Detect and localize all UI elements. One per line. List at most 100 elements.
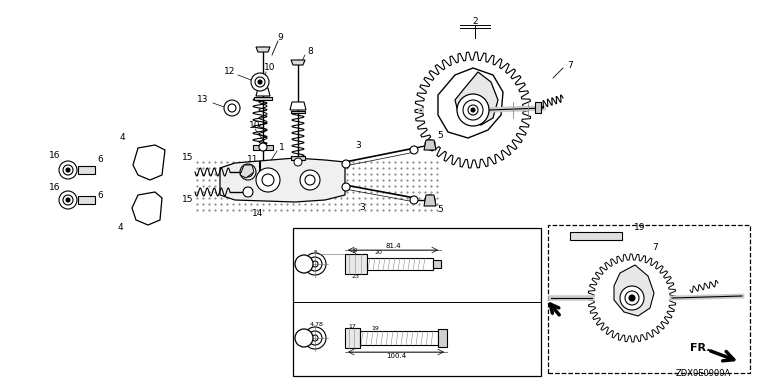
Polygon shape bbox=[433, 260, 441, 268]
Circle shape bbox=[228, 104, 236, 112]
Circle shape bbox=[312, 261, 318, 267]
Text: 16: 16 bbox=[49, 184, 61, 192]
Text: 15: 15 bbox=[182, 195, 194, 205]
Circle shape bbox=[59, 161, 77, 179]
Text: 15: 15 bbox=[182, 154, 194, 162]
Text: 19: 19 bbox=[371, 326, 379, 331]
Polygon shape bbox=[438, 329, 447, 347]
Polygon shape bbox=[78, 166, 95, 174]
Polygon shape bbox=[220, 158, 345, 202]
Polygon shape bbox=[360, 331, 438, 345]
Circle shape bbox=[629, 295, 635, 301]
Polygon shape bbox=[253, 145, 273, 150]
Circle shape bbox=[471, 108, 475, 112]
Text: 4: 4 bbox=[118, 223, 123, 232]
Text: 18: 18 bbox=[299, 333, 310, 343]
Text: 17: 17 bbox=[299, 260, 310, 268]
Polygon shape bbox=[345, 328, 360, 348]
Polygon shape bbox=[424, 195, 436, 206]
Bar bbox=[548, 225, 750, 373]
Text: 6: 6 bbox=[97, 190, 103, 200]
Circle shape bbox=[425, 195, 435, 205]
Polygon shape bbox=[254, 97, 272, 100]
Circle shape bbox=[620, 286, 644, 310]
Text: 3: 3 bbox=[355, 141, 361, 149]
Circle shape bbox=[425, 140, 435, 150]
Text: 81.4: 81.4 bbox=[386, 243, 401, 249]
Circle shape bbox=[625, 291, 639, 305]
Circle shape bbox=[342, 160, 350, 168]
Polygon shape bbox=[291, 60, 305, 65]
Text: 14: 14 bbox=[253, 210, 263, 218]
Polygon shape bbox=[132, 192, 162, 225]
Circle shape bbox=[295, 255, 313, 273]
Text: 4.78: 4.78 bbox=[310, 323, 324, 328]
Polygon shape bbox=[256, 88, 270, 96]
Circle shape bbox=[251, 73, 269, 91]
Text: M8: M8 bbox=[353, 245, 359, 255]
Text: 3: 3 bbox=[359, 204, 365, 212]
Polygon shape bbox=[240, 165, 254, 178]
Circle shape bbox=[308, 257, 322, 271]
Polygon shape bbox=[614, 265, 654, 316]
Circle shape bbox=[304, 327, 326, 349]
Circle shape bbox=[243, 187, 253, 197]
Text: 100.4: 100.4 bbox=[386, 353, 406, 359]
Text: 13: 13 bbox=[197, 96, 209, 104]
Text: 20: 20 bbox=[374, 250, 382, 255]
Polygon shape bbox=[256, 47, 270, 52]
Text: 5: 5 bbox=[314, 250, 318, 255]
Circle shape bbox=[262, 174, 274, 186]
Text: ZDX0E0900A: ZDX0E0900A bbox=[675, 369, 730, 379]
Circle shape bbox=[66, 198, 70, 202]
Text: 16: 16 bbox=[49, 151, 61, 159]
Text: 4: 4 bbox=[119, 134, 125, 142]
Circle shape bbox=[256, 168, 280, 192]
Polygon shape bbox=[438, 68, 503, 138]
Circle shape bbox=[410, 146, 418, 154]
Circle shape bbox=[224, 100, 240, 116]
Circle shape bbox=[304, 253, 326, 275]
Polygon shape bbox=[291, 156, 305, 160]
Circle shape bbox=[63, 165, 73, 175]
Text: 23: 23 bbox=[352, 275, 360, 280]
Circle shape bbox=[468, 105, 478, 115]
Circle shape bbox=[295, 329, 313, 347]
Circle shape bbox=[300, 170, 320, 190]
Text: 7: 7 bbox=[567, 61, 573, 70]
Text: 7: 7 bbox=[652, 243, 658, 253]
Text: FR.: FR. bbox=[690, 343, 710, 353]
Polygon shape bbox=[424, 140, 436, 150]
Text: 12: 12 bbox=[224, 68, 236, 76]
Polygon shape bbox=[291, 111, 305, 113]
Circle shape bbox=[63, 195, 73, 205]
Text: 10: 10 bbox=[264, 63, 276, 73]
Polygon shape bbox=[345, 254, 367, 274]
Text: 1: 1 bbox=[279, 144, 285, 152]
Circle shape bbox=[410, 196, 418, 204]
Text: 11: 11 bbox=[247, 156, 259, 164]
Circle shape bbox=[59, 191, 77, 209]
Text: 19: 19 bbox=[634, 223, 646, 232]
Circle shape bbox=[308, 331, 322, 345]
Polygon shape bbox=[133, 145, 165, 180]
Circle shape bbox=[305, 175, 315, 185]
Text: 8: 8 bbox=[307, 48, 313, 56]
Bar bbox=[293, 228, 541, 376]
Circle shape bbox=[294, 158, 302, 166]
Text: 17: 17 bbox=[348, 323, 356, 328]
Polygon shape bbox=[455, 72, 498, 125]
Text: 5: 5 bbox=[437, 205, 443, 215]
Circle shape bbox=[243, 167, 253, 177]
Circle shape bbox=[240, 164, 256, 180]
Polygon shape bbox=[290, 102, 306, 110]
Circle shape bbox=[258, 80, 262, 84]
Text: 2: 2 bbox=[472, 18, 478, 26]
Text: 6: 6 bbox=[97, 156, 103, 164]
Circle shape bbox=[259, 143, 267, 151]
Circle shape bbox=[463, 100, 483, 120]
Circle shape bbox=[66, 168, 70, 172]
Polygon shape bbox=[367, 258, 433, 270]
Text: 9: 9 bbox=[277, 33, 283, 43]
Circle shape bbox=[312, 335, 318, 341]
